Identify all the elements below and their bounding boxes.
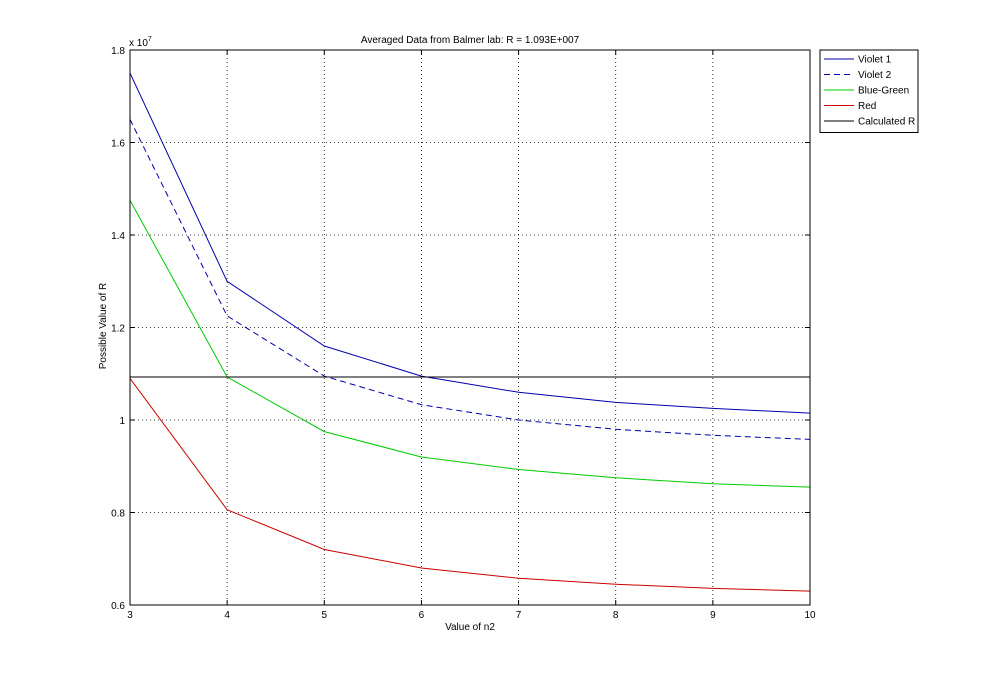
y-tick-label: 0.8	[111, 509, 125, 520]
legend-label: Blue-Green	[858, 86, 909, 97]
legend-label: Calculated R	[858, 117, 915, 128]
legend-label: Red	[858, 101, 876, 112]
y-axis-exponent-base: x 10	[129, 38, 148, 49]
y-tick-label: 1	[119, 416, 125, 427]
legend: Violet 1 Violet 2 Blue-Green Red Calculated …	[819, 49, 919, 133]
x-axis-label: Value of n2	[445, 622, 495, 633]
series-line-violet-1	[129, 72, 811, 414]
y-axis-exponent-power: 7	[148, 36, 152, 43]
x-tick-label: 10	[804, 610, 816, 621]
legend-label: Violet 2	[858, 70, 892, 81]
y-tick-label: 0.6	[111, 601, 125, 612]
x-tick-label: 7	[516, 610, 522, 621]
legend-label: Violet 1	[858, 55, 892, 66]
x-tick-label: 9	[710, 610, 716, 621]
x-tick-label: 3	[127, 610, 133, 621]
y-axis-exponent: x 107	[129, 36, 152, 49]
y-tick-label: 1.8	[111, 46, 125, 57]
legend-box	[819, 49, 919, 133]
y-tick-label: 1.4	[111, 231, 125, 242]
x-tick-label: 5	[322, 610, 328, 621]
y-axis-label: Possible Value of R	[98, 283, 109, 370]
y-tick-label: 1.6	[111, 139, 125, 150]
series-line-red	[129, 378, 811, 592]
series-line-blue-green	[129, 200, 811, 488]
plot-area: 3 4 5 6 7 8 9 10 0.6 0.8 1 1.2 1.4 1.6 1.8	[111, 46, 816, 621]
y-tick-label: 1.2	[111, 324, 125, 335]
series-line-violet-2	[129, 119, 811, 440]
x-tick-label: 8	[613, 610, 619, 621]
x-tick-label: 6	[419, 610, 425, 621]
x-tick-label: 4	[224, 610, 230, 621]
chart-title: Averaged Data from Balmer lab: R = 1.093…	[361, 35, 580, 46]
